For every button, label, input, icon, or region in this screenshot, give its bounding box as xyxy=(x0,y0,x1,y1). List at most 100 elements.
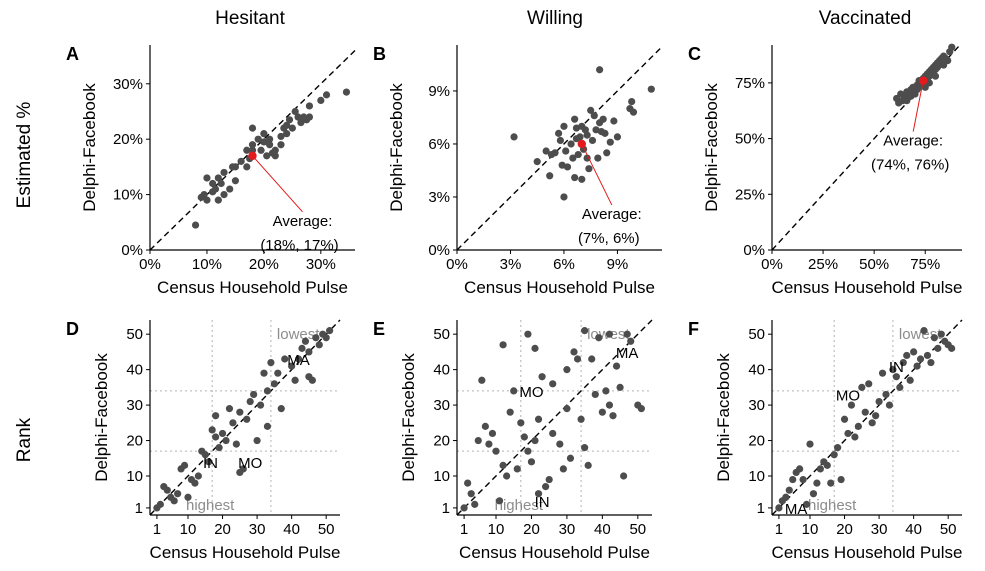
data-point xyxy=(830,451,838,459)
data-point xyxy=(263,387,272,395)
data-point xyxy=(944,56,952,65)
data-point xyxy=(851,433,859,441)
data-point xyxy=(214,174,222,182)
data-point xyxy=(572,135,581,143)
data-point xyxy=(260,138,268,146)
average-values-label: (18%, 17%) xyxy=(260,237,338,254)
data-point xyxy=(231,163,240,171)
data-point xyxy=(270,380,278,388)
x-axis-label: Census Household Pulse xyxy=(772,543,963,562)
y-tick-label: 1 xyxy=(757,500,765,517)
data-point xyxy=(875,397,883,406)
data-point xyxy=(298,344,306,352)
data-point xyxy=(200,190,208,199)
data-point xyxy=(215,444,223,452)
y-axis-label: Delphi-Facebook xyxy=(387,83,406,212)
data-point xyxy=(629,108,638,116)
reference-line xyxy=(771,319,963,516)
data-point xyxy=(906,376,914,384)
y-tick-label: 0% xyxy=(121,242,143,259)
data-point xyxy=(847,401,856,409)
y-tick-label: 30 xyxy=(126,397,143,414)
data-point xyxy=(556,440,564,448)
data-point xyxy=(948,43,956,51)
x-tick-label: 10 xyxy=(180,521,197,538)
x-tick-label: 50 xyxy=(629,521,646,538)
data-point xyxy=(243,146,251,154)
data-point xyxy=(569,154,577,162)
average-label: Average: xyxy=(582,206,642,223)
data-point xyxy=(513,465,521,473)
panels: 0% 10% 20% 30%0%10%20%30%Census Household P… xyxy=(66,43,963,562)
x-tick-label: 9% xyxy=(607,256,629,273)
data-point xyxy=(464,479,472,487)
data-point xyxy=(913,362,921,370)
y-tick-label: 20 xyxy=(748,433,765,450)
data-point xyxy=(481,422,489,430)
highest-label: highest xyxy=(808,497,857,514)
x-tick-label: 30% xyxy=(306,256,336,273)
data-point xyxy=(191,479,199,487)
data-point xyxy=(878,369,887,377)
x-tick-label: 40 xyxy=(283,521,300,538)
column-title-willing: Willing xyxy=(527,8,583,29)
data-point xyxy=(312,334,320,342)
panel-b: 0% 3% 6% 9% 0% 3% 6% 9% Census Household Pulse De… xyxy=(373,44,663,297)
data-point xyxy=(253,436,261,445)
panel-letter: E xyxy=(373,319,385,339)
data-point xyxy=(315,341,323,349)
data-point xyxy=(885,401,894,409)
data-point xyxy=(305,348,313,356)
data-point xyxy=(927,358,935,367)
data-point xyxy=(305,102,314,110)
data-point xyxy=(520,433,528,441)
x-tick-label: 50% xyxy=(859,256,889,273)
data-point xyxy=(212,433,220,441)
data-point xyxy=(510,133,518,141)
average-leader-line xyxy=(912,80,924,132)
data-point xyxy=(285,116,294,124)
x-tick-label: 0% xyxy=(446,256,468,273)
data-point xyxy=(460,504,468,512)
panel-letter: C xyxy=(688,44,701,64)
data-point xyxy=(257,146,265,154)
data-point xyxy=(799,475,807,484)
data-point xyxy=(492,447,500,455)
x-tick-label: 1 xyxy=(460,521,468,538)
data-point xyxy=(322,334,330,342)
data-point xyxy=(834,444,842,452)
data-point xyxy=(214,196,222,204)
data-point xyxy=(170,497,178,505)
y-tick-label: 40 xyxy=(433,362,450,379)
data-point xyxy=(802,500,811,508)
data-point xyxy=(499,461,507,469)
panel-c: 0% 25% 50% 75% 0% 25% 50% 75% Census Household P… xyxy=(688,43,962,297)
x-tick-label: 3% xyxy=(500,256,522,273)
y-tick-label: 75% xyxy=(735,75,765,92)
data-point xyxy=(478,376,486,384)
data-point xyxy=(581,327,589,335)
y-tick-label: 9% xyxy=(428,83,450,100)
data-point xyxy=(174,490,182,498)
data-point xyxy=(256,401,265,409)
data-point xyxy=(527,458,536,466)
x-axis-label: Census Household Pulse xyxy=(459,543,650,562)
data-point xyxy=(503,472,511,480)
data-point xyxy=(260,369,268,377)
data-point xyxy=(542,483,550,491)
state-label: MO xyxy=(836,387,860,404)
x-tick-label: 50 xyxy=(940,521,957,538)
data-point xyxy=(254,135,262,143)
data-point xyxy=(823,461,831,469)
data-point xyxy=(209,179,217,188)
data-point xyxy=(560,122,568,130)
data-point xyxy=(858,383,866,391)
data-point xyxy=(588,136,597,145)
x-axis-label: Census Household Pulse xyxy=(150,543,341,562)
reference-line xyxy=(149,319,341,516)
y-tick-label: 40 xyxy=(748,362,765,379)
data-point xyxy=(246,397,254,406)
data-point xyxy=(538,373,546,381)
data-point xyxy=(775,504,783,512)
